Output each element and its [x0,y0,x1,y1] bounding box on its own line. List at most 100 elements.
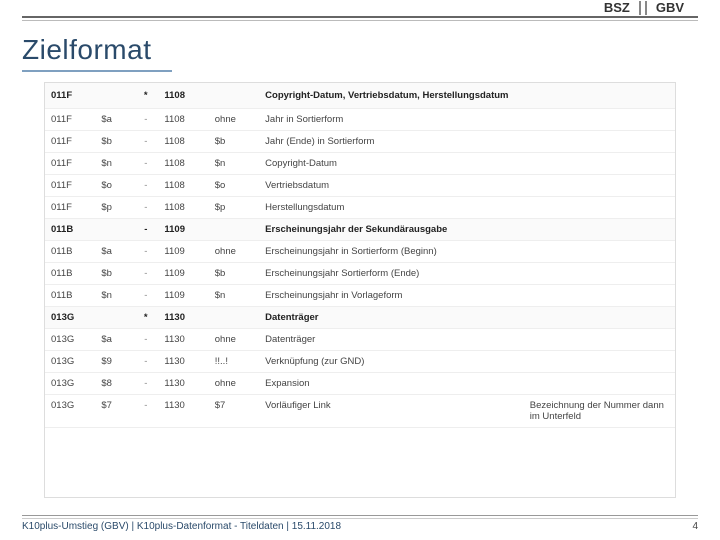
table-cell: ohne [209,329,259,351]
table-cell: $7 [95,395,133,428]
table-row: 013G$8-1130ohneExpansion [45,373,675,395]
table-cell: 011B [45,219,95,241]
table-cell: ohne [209,241,259,263]
table-row: 011F$o-1108$oVertriebsdatum [45,175,675,197]
table-cell: 1130 [158,351,208,373]
table-cell: - [133,175,158,197]
table-cell: $n [95,285,133,307]
table-cell: 011F [45,153,95,175]
table-cell: $n [209,153,259,175]
table-cell: 011F [45,131,95,153]
table-cell: - [133,131,158,153]
table-cell: 013G [45,395,95,428]
table-cell: Jahr (Ende) in Sortierform [259,131,524,153]
table-cell: 1130 [158,395,208,428]
table-cell: Erscheinungsjahr in Sortierform (Beginn) [259,241,524,263]
table-cell: ohne [209,109,259,131]
table-cell [209,307,259,329]
table-cell: * [133,83,158,109]
logo-right: GBV [656,0,684,15]
table-cell [95,307,133,329]
table-row: 011F$p-1108$pHerstellungsdatum [45,197,675,219]
table-cell: - [133,263,158,285]
table-cell: $b [95,131,133,153]
table-cell [524,307,675,329]
table-row: 011F$a-1108ohneJahr in Sortierform [45,109,675,131]
table-cell: $a [95,329,133,351]
table-cell [95,219,133,241]
table-cell: - [133,329,158,351]
table-cell: $p [95,197,133,219]
page-number: 4 [692,521,698,532]
table-cell: 011B [45,241,95,263]
table-cell: Bezeichnung der Nummer dann im Unterfeld [524,395,675,428]
table-row: 011B$b-1109$bErscheinungsjahr Sortierfor… [45,263,675,285]
logo-block: BSZ GBV [596,0,692,15]
table-row: 013G$7-1130$7Vorläufiger LinkBezeichnung… [45,395,675,428]
table-cell: $9 [95,351,133,373]
table-cell: 013G [45,351,95,373]
table-cell: Expansion [259,373,524,395]
table-cell: 011F [45,197,95,219]
table-cell: - [133,373,158,395]
table-cell: Copyright-Datum [259,153,524,175]
page-title: Zielformat [22,34,151,66]
table-cell: $o [95,175,133,197]
table-cell: Verknüpfung (zur GND) [259,351,524,373]
table-cell: Datenträger [259,307,524,329]
table-cell [524,175,675,197]
table-cell: 1108 [158,175,208,197]
table-cell: 013G [45,307,95,329]
table-cell [95,83,133,109]
table-row: 011F$n-1108$nCopyright-Datum [45,153,675,175]
table-cell: Erscheinungsjahr der Sekundärausgabe [259,219,524,241]
table-cell: Erscheinungsjahr Sortierform (Ende) [259,263,524,285]
table-cell [524,351,675,373]
table-cell: 1108 [158,83,208,109]
table-cell: 011F [45,109,95,131]
table-cell: Vertriebsdatum [259,175,524,197]
table-row: 011F$b-1108$bJahr (Ende) in Sortierform [45,131,675,153]
table-cell: Datenträger [259,329,524,351]
table-row: 011F *1108 Copyright-Datum, Vertriebsdatum… [45,83,675,109]
table-cell: Erscheinungsjahr in Vorlageform [259,285,524,307]
table-cell: 1130 [158,373,208,395]
footer-text: K10plus-Umstieg (GBV) | K10plus-Datenfor… [22,521,341,532]
table-cell: Jahr in Sortierform [259,109,524,131]
table-cell: Copyright-Datum, Vertriebsdatum, Herstel… [259,83,524,109]
table-cell: 1108 [158,109,208,131]
top-rule-light [22,20,698,21]
table-cell: 1109 [158,241,208,263]
table-cell [524,131,675,153]
table-cell: 013G [45,329,95,351]
table-cell [209,219,259,241]
table-cell [524,241,675,263]
table-row: 011B-1109Erscheinungsjahr der Sekundärau… [45,219,675,241]
heading-underline [22,70,172,72]
table-row: 013G$9-1130!!..!Verknüpfung (zur GND) [45,351,675,373]
table-cell: 011F [45,83,95,109]
footer-rule-light [22,518,698,519]
table-cell [524,373,675,395]
table-cell: $b [209,263,259,285]
table-cell: * [133,307,158,329]
table-row: 013G$a-1130ohneDatenträger [45,329,675,351]
table-cell: $a [95,109,133,131]
table-cell [524,263,675,285]
table-cell: $p [209,197,259,219]
table-cell: 1109 [158,285,208,307]
table-cell: 1108 [158,131,208,153]
table-cell: $b [95,263,133,285]
table-row: 013G*1130Datenträger [45,307,675,329]
format-table: 011F*1108Copyright-Datum, Vertriebsdatum… [44,82,676,498]
table-cell [524,197,675,219]
table-cell [524,153,675,175]
table-cell: ohne [209,373,259,395]
table-cell: 1109 [158,263,208,285]
table-cell: - [133,241,158,263]
table-cell: $n [95,153,133,175]
table-cell: $7 [209,395,259,428]
table-row: 011B$n-1109$nErscheinungsjahr in Vorlage… [45,285,675,307]
table-row: 011B$a-1109ohneErscheinungsjahr in Sorti… [45,241,675,263]
table-cell: - [133,109,158,131]
